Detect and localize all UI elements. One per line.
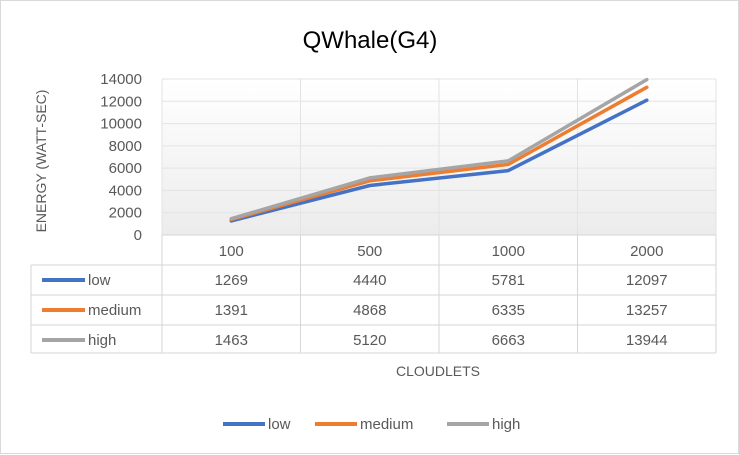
legend: low medium high [223, 416, 520, 433]
data-value: 1391 [215, 302, 248, 319]
data-value: 1269 [215, 272, 248, 289]
table-series-label: high [88, 332, 116, 349]
data-table: 100 500 1000 2000 low 1269 4440 5781 12097 medium… [30, 234, 717, 354]
data-value: 4868 [353, 302, 386, 319]
plot-area: 0 2000 4000 6000 8000 10000 12000 14000 [100, 71, 717, 244]
y-tick-label: 14000 [100, 71, 142, 88]
data-value: 5781 [492, 272, 525, 289]
y-tick-label: 10000 [100, 116, 142, 133]
y-axis-label: ENERGY (WATT-SEC) [33, 90, 49, 233]
x-axis-label: CLOUDLETS [396, 363, 480, 379]
x-tick-label: 2000 [630, 243, 663, 260]
x-tick-label: 100 [219, 243, 244, 260]
chart-title: QWhale(G4) [303, 27, 438, 54]
data-value: 13944 [626, 332, 668, 349]
legend-label: low [268, 416, 291, 433]
table-series-label: medium [88, 302, 141, 319]
data-value: 1463 [215, 332, 248, 349]
data-value: 6335 [492, 302, 525, 319]
series-line-high [229, 77, 649, 221]
y-tick-label: 6000 [109, 160, 142, 177]
data-value: 5120 [353, 332, 386, 349]
data-value: 12097 [626, 272, 668, 289]
series-line-low [229, 98, 649, 223]
legend-label: high [492, 416, 520, 433]
table-series-label: low [88, 272, 111, 289]
y-tick-label: 8000 [109, 138, 142, 155]
data-value: 4440 [353, 272, 386, 289]
y-tick-label: 4000 [109, 182, 142, 199]
x-tick-label: 1000 [492, 243, 525, 260]
x-tick-label: 500 [357, 243, 382, 260]
y-tick-label: 12000 [100, 93, 142, 110]
series-line-medium [229, 85, 649, 222]
y-tick-label: 0 [134, 227, 142, 244]
data-value: 13257 [626, 302, 668, 319]
y-tick-label: 2000 [109, 205, 142, 222]
data-value: 6663 [492, 332, 525, 349]
legend-label: medium [360, 416, 413, 433]
